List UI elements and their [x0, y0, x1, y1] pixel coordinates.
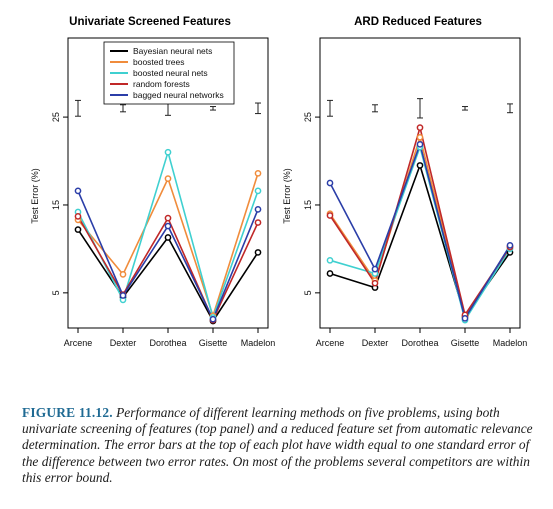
figure-caption: FIGURE 11.12. Performance of different l… [22, 405, 537, 486]
panel-ard: ARD Reduced Features Test Error (%) 5 15 2… [282, 16, 527, 348]
data-point [164, 214, 172, 222]
data-point [416, 140, 424, 148]
data-point [371, 265, 379, 273]
x-tick-label: Dexter [110, 338, 137, 348]
legend-entry: boosted neural nets [133, 68, 208, 78]
legend: Bayesian neural nets boosted trees boost… [103, 41, 235, 105]
data-point [74, 213, 82, 220]
data-point [74, 187, 82, 195]
y-tick-label: 25 [303, 112, 313, 122]
data-point [254, 249, 262, 256]
data-point [461, 314, 469, 322]
panel-univariate: Univariate Screened Features Test Error … [30, 16, 275, 348]
legend-entry: boosted trees [133, 57, 185, 67]
data-point [254, 169, 262, 177]
data-point [164, 175, 172, 182]
error-bars [327, 98, 513, 119]
y-tick-label: 15 [51, 200, 61, 210]
data-point [164, 148, 172, 156]
error-bars [75, 99, 261, 117]
data-point [164, 222, 172, 230]
figure-label: FIGURE 11.12. [22, 405, 113, 420]
data-point [371, 279, 379, 287]
data-point [416, 124, 424, 131]
y-axis-label: Test Error (%) [30, 168, 40, 224]
y-tick-label: 5 [303, 290, 313, 295]
legend-entry: Bayesian neural nets [133, 46, 212, 56]
x-tick-label: Gisette [199, 338, 228, 348]
plot-frame [319, 37, 521, 329]
x-tick-label: Gisette [451, 338, 480, 348]
data-point [119, 271, 127, 278]
panel-title: ARD Reduced Features [354, 16, 482, 28]
x-tick-label: Dorothea [401, 338, 438, 348]
series-line [329, 126, 511, 316]
series-lines [326, 124, 514, 324]
data-point [164, 234, 172, 241]
data-point [254, 219, 262, 226]
data-point [326, 270, 334, 277]
series-lines [74, 148, 262, 325]
y-ticks: 5 15 25 [303, 112, 320, 295]
data-point [209, 315, 217, 323]
caption-text: Performance of different learning method… [22, 405, 533, 485]
legend-entry: bagged neural networks [133, 90, 224, 100]
panel-title: Univariate Screened Features [69, 16, 231, 28]
x-tick-label: Madelon [493, 338, 528, 348]
x-ticks: Arcene Dexter Dorothea Gisette Madelon [64, 328, 276, 348]
y-axis-label: Test Error (%) [282, 168, 292, 224]
x-ticks: Arcene Dexter Dorothea Gisette Madelon [316, 328, 528, 348]
data-point [326, 212, 334, 219]
y-tick-label: 15 [303, 200, 313, 210]
data-point [74, 226, 82, 233]
series-line [77, 190, 259, 321]
y-tick-label: 25 [51, 112, 61, 122]
y-tick-label: 5 [51, 290, 61, 295]
data-point [326, 179, 334, 187]
data-point [416, 162, 424, 169]
data-point [506, 242, 514, 249]
data-point [326, 256, 334, 264]
x-tick-label: Arcene [316, 338, 345, 348]
figure-canvas: Univariate Screened Features Test Error … [30, 16, 527, 348]
x-tick-label: Dorothea [149, 338, 186, 348]
y-ticks: 5 15 25 [51, 112, 68, 295]
data-point [254, 187, 262, 195]
x-tick-label: Arcene [64, 338, 93, 348]
data-point [416, 133, 424, 141]
series-line [329, 164, 511, 318]
data-point [254, 206, 262, 213]
x-tick-label: Dexter [362, 338, 389, 348]
data-point [119, 292, 127, 299]
x-tick-label: Madelon [241, 338, 276, 348]
legend-entry: random forests [133, 79, 190, 89]
